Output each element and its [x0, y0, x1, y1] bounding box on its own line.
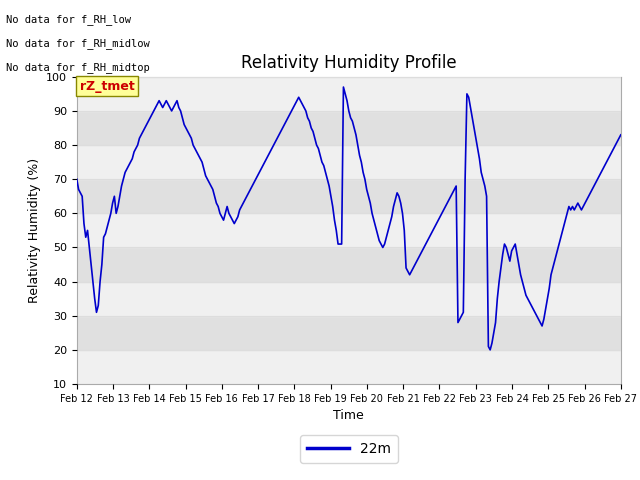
Bar — [77, 213, 621, 248]
Y-axis label: Relativity Humidity (%): Relativity Humidity (%) — [28, 158, 40, 303]
Bar — [77, 282, 621, 316]
Bar — [77, 350, 621, 384]
Bar — [77, 179, 621, 213]
Text: rZ_tmet: rZ_tmet — [79, 80, 134, 93]
Title: Relativity Humidity Profile: Relativity Humidity Profile — [241, 54, 456, 72]
Text: No data for f_RH_low: No data for f_RH_low — [6, 14, 131, 25]
Bar — [77, 316, 621, 350]
Bar — [77, 248, 621, 282]
Bar — [77, 77, 621, 111]
Legend: 22m: 22m — [300, 435, 397, 463]
Text: No data for f_RH_midtop: No data for f_RH_midtop — [6, 62, 150, 73]
X-axis label: Time: Time — [333, 409, 364, 422]
Bar — [77, 111, 621, 145]
Text: No data for f_RH_midlow: No data for f_RH_midlow — [6, 38, 150, 49]
Bar — [77, 145, 621, 179]
